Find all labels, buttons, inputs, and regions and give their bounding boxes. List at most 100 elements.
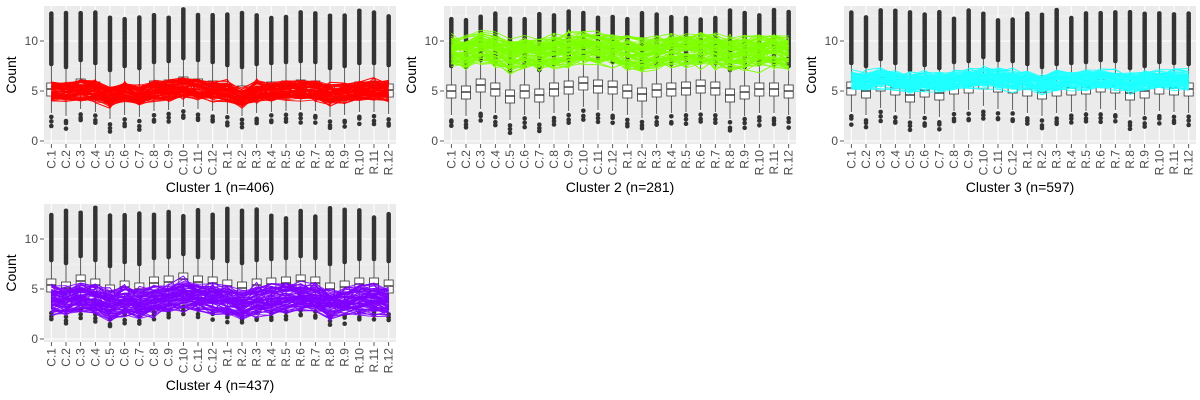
outlier-point bbox=[1171, 12, 1177, 17]
outlier-point bbox=[225, 12, 230, 17]
profile-line bbox=[51, 93, 389, 108]
x-tick-label: R.10 bbox=[752, 150, 766, 176]
outlier-point bbox=[107, 129, 113, 134]
outlier-point bbox=[269, 113, 274, 118]
x-tick-label: C.7 bbox=[132, 348, 146, 367]
x-tick-label: C.3 bbox=[874, 150, 888, 169]
x-tick-label: C.3 bbox=[74, 150, 88, 169]
outlier-point bbox=[357, 208, 362, 213]
x-tick-label: C.9 bbox=[162, 150, 176, 169]
outlier-point bbox=[669, 121, 674, 126]
outlier-point bbox=[386, 211, 391, 217]
outlier-point bbox=[849, 10, 854, 15]
outlier-point bbox=[493, 122, 498, 128]
outlier-point bbox=[151, 112, 157, 118]
outlier-point bbox=[313, 315, 318, 320]
outlier-point bbox=[522, 120, 527, 126]
outlier-point bbox=[327, 13, 333, 19]
outlier-point bbox=[537, 11, 542, 17]
y-tick-label: 10 bbox=[25, 232, 39, 246]
outlier-point bbox=[713, 116, 718, 122]
y-tick-label: 5 bbox=[31, 84, 38, 98]
outlier-point bbox=[181, 7, 186, 12]
y-axis-title: Count bbox=[403, 56, 419, 93]
outlier-point bbox=[239, 117, 245, 123]
x-tick-label: C.9 bbox=[962, 150, 976, 169]
outlier-point bbox=[625, 16, 630, 22]
profile-line bbox=[450, 34, 790, 73]
x-tick-label: C.1 bbox=[844, 150, 858, 169]
x-tick-label: R.4 bbox=[1064, 150, 1078, 169]
profile-line bbox=[51, 282, 390, 319]
x-tick-label: R.8 bbox=[1123, 150, 1137, 169]
x-tick-label: C.4 bbox=[88, 348, 102, 367]
outlier-point bbox=[1113, 10, 1118, 15]
x-tick-label: C.8 bbox=[147, 150, 161, 169]
x-tick-label: C.1 bbox=[44, 150, 58, 169]
outlier-point bbox=[1186, 122, 1191, 128]
outlier-point bbox=[166, 314, 171, 320]
outlier-point bbox=[1113, 118, 1118, 124]
x-tick-label: R.2 bbox=[1035, 150, 1049, 169]
outlier-point bbox=[93, 113, 98, 118]
x-tick-label: C.6 bbox=[118, 150, 132, 169]
profile-line bbox=[51, 77, 389, 94]
outlier-point bbox=[449, 16, 454, 22]
outlier-point bbox=[1069, 116, 1074, 121]
x-tick-label: C.2 bbox=[59, 348, 73, 367]
x-tick-label: R.8 bbox=[323, 348, 337, 367]
outlier-point bbox=[951, 118, 957, 124]
outlier-point bbox=[357, 121, 362, 127]
x-tick-label: C.10 bbox=[176, 348, 190, 374]
outlier-point bbox=[727, 119, 733, 125]
x-tick-label: C.4 bbox=[88, 150, 102, 169]
profile-line bbox=[451, 35, 789, 52]
outlier-point bbox=[342, 315, 347, 320]
outlier-point bbox=[1186, 114, 1191, 119]
x-tick-label: C.10 bbox=[976, 150, 990, 176]
outlier-point bbox=[371, 113, 377, 119]
outlier-point bbox=[137, 127, 142, 132]
outlier-point bbox=[269, 213, 274, 219]
outlier-point bbox=[922, 12, 927, 17]
outlier-point bbox=[771, 121, 777, 127]
outlier-point bbox=[995, 116, 1001, 122]
x-tick-label: C.11 bbox=[991, 150, 1005, 175]
outlier-point bbox=[878, 114, 883, 119]
outlier-point bbox=[107, 15, 113, 21]
x-tick-label: R.1 bbox=[220, 150, 234, 169]
outlier-point bbox=[63, 10, 69, 16]
profile-line bbox=[851, 65, 1189, 96]
profile-line bbox=[51, 80, 389, 109]
outlier-point bbox=[78, 210, 83, 216]
outlier-point bbox=[1098, 119, 1103, 125]
outlier-point bbox=[951, 111, 957, 117]
outlier-point bbox=[937, 122, 942, 127]
outlier-point bbox=[595, 112, 601, 117]
outlier-point bbox=[683, 113, 689, 118]
x-tick-label: R.6 bbox=[1094, 150, 1108, 169]
outlier-point bbox=[493, 11, 498, 16]
y-axis-title: Count bbox=[803, 56, 819, 93]
outlier-point bbox=[551, 13, 557, 18]
outlier-point bbox=[298, 112, 303, 117]
profile-line bbox=[451, 33, 789, 75]
outlier-point bbox=[1054, 121, 1059, 127]
profile-line bbox=[451, 53, 789, 72]
outlier-point bbox=[1157, 11, 1162, 16]
outlier-point bbox=[210, 317, 215, 322]
profile-line bbox=[51, 76, 390, 110]
x-tick-label: R.11 bbox=[367, 348, 381, 373]
x-tick-label: R.6 bbox=[294, 348, 308, 367]
outlier-point bbox=[298, 120, 303, 125]
x-axis-title: Cluster 2 (n=281) bbox=[566, 179, 675, 195]
profile-line bbox=[51, 300, 389, 322]
outlier-point bbox=[181, 213, 186, 219]
outlier-point bbox=[137, 118, 142, 124]
x-tick-label: C.6 bbox=[918, 150, 932, 169]
outlier-point bbox=[283, 316, 289, 322]
outlier-point bbox=[225, 314, 230, 320]
outlier-point bbox=[78, 10, 83, 16]
x-tick-label: C.4 bbox=[488, 150, 502, 169]
